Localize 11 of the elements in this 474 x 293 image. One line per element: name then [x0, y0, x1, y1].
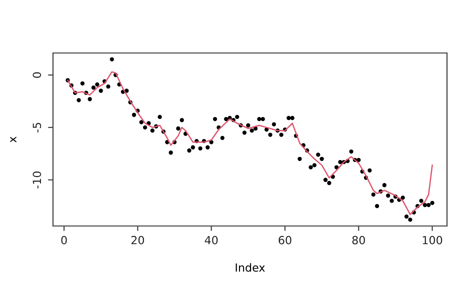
x-tick-label: 80: [352, 236, 365, 244]
x-tick-label: 60: [278, 236, 292, 244]
x-tick-label: 20: [131, 236, 144, 244]
x-tick-label: 100: [422, 236, 442, 244]
x-tick-label: 0: [61, 236, 67, 244]
y-tick-label: -5: [32, 122, 42, 132]
x-tick-label: 40: [204, 236, 218, 244]
x-axis-title: Index: [236, 263, 265, 272]
y-tick-label: 0: [32, 72, 42, 78]
y-tick-label: -10: [32, 172, 42, 188]
y-axis-title: x: [10, 136, 16, 142]
